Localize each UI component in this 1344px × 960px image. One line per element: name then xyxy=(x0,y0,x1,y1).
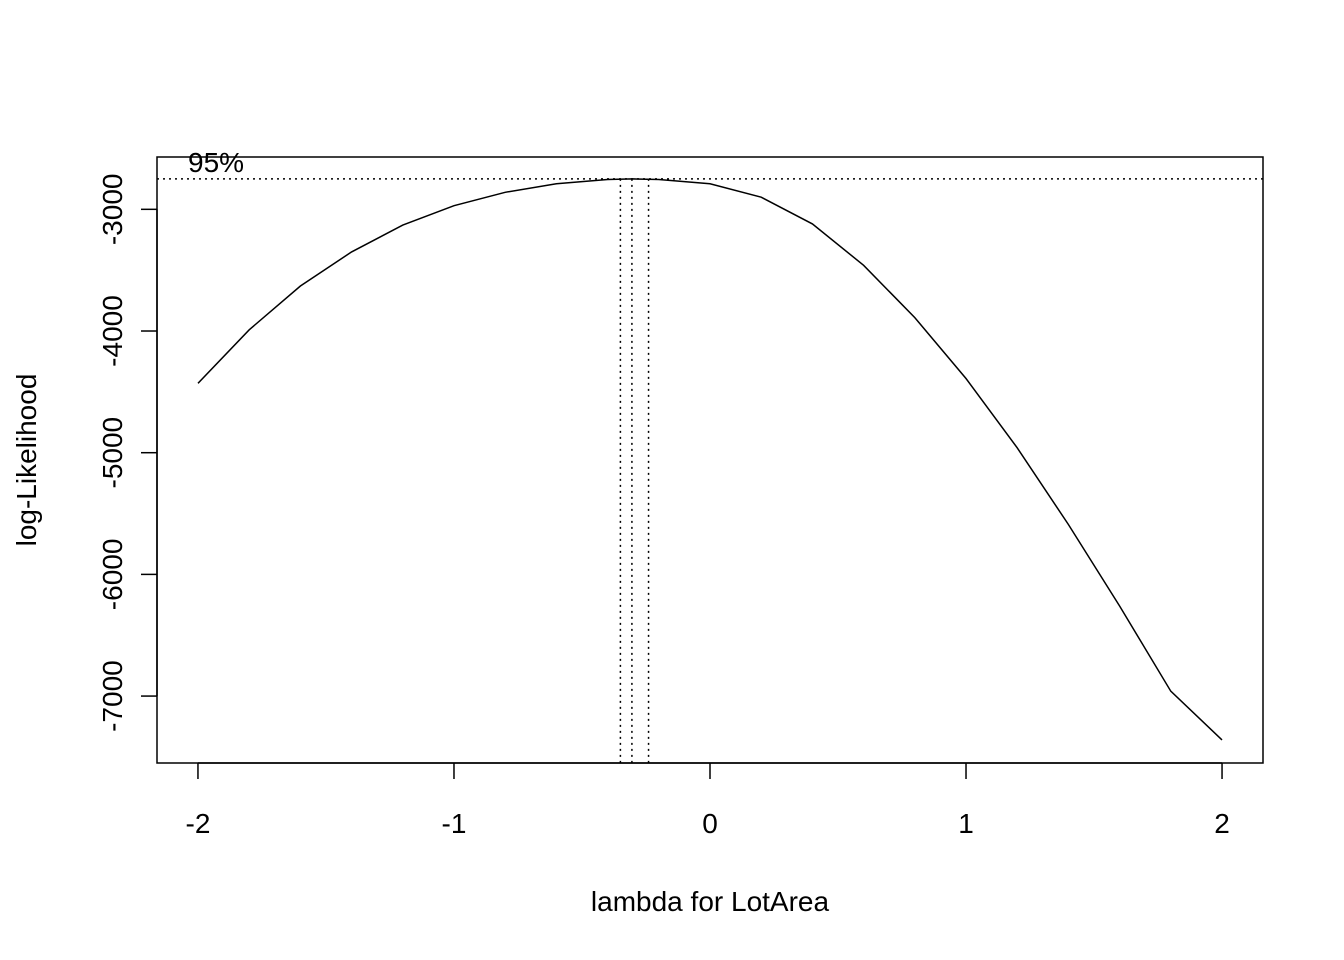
x-tick-label: 0 xyxy=(702,808,718,839)
confidence-interval-lines xyxy=(157,178,1263,763)
x-tick-label: 2 xyxy=(1214,808,1230,839)
y-tick-label: -7000 xyxy=(97,660,128,732)
y-tick-label: -3000 xyxy=(97,174,128,246)
log-likelihood-curve xyxy=(197,178,1223,741)
y-axis: -3000 -4000 -5000 -6000 -7000 xyxy=(97,174,158,732)
x-axis-label: lambda for LotArea xyxy=(591,886,830,917)
y-axis-label: log-Likelihood xyxy=(11,374,42,547)
x-axis: -2 -1 0 1 2 xyxy=(186,762,1230,839)
ci-label: 95% xyxy=(188,147,244,178)
x-tick-label: -1 xyxy=(442,808,467,839)
y-tick-label: -4000 xyxy=(97,295,128,367)
plot-frame xyxy=(156,156,1264,764)
y-tick-label: -5000 xyxy=(97,417,128,489)
y-tick-label: -6000 xyxy=(97,539,128,611)
x-tick-label: 1 xyxy=(958,808,974,839)
x-tick-label: -2 xyxy=(186,808,211,839)
